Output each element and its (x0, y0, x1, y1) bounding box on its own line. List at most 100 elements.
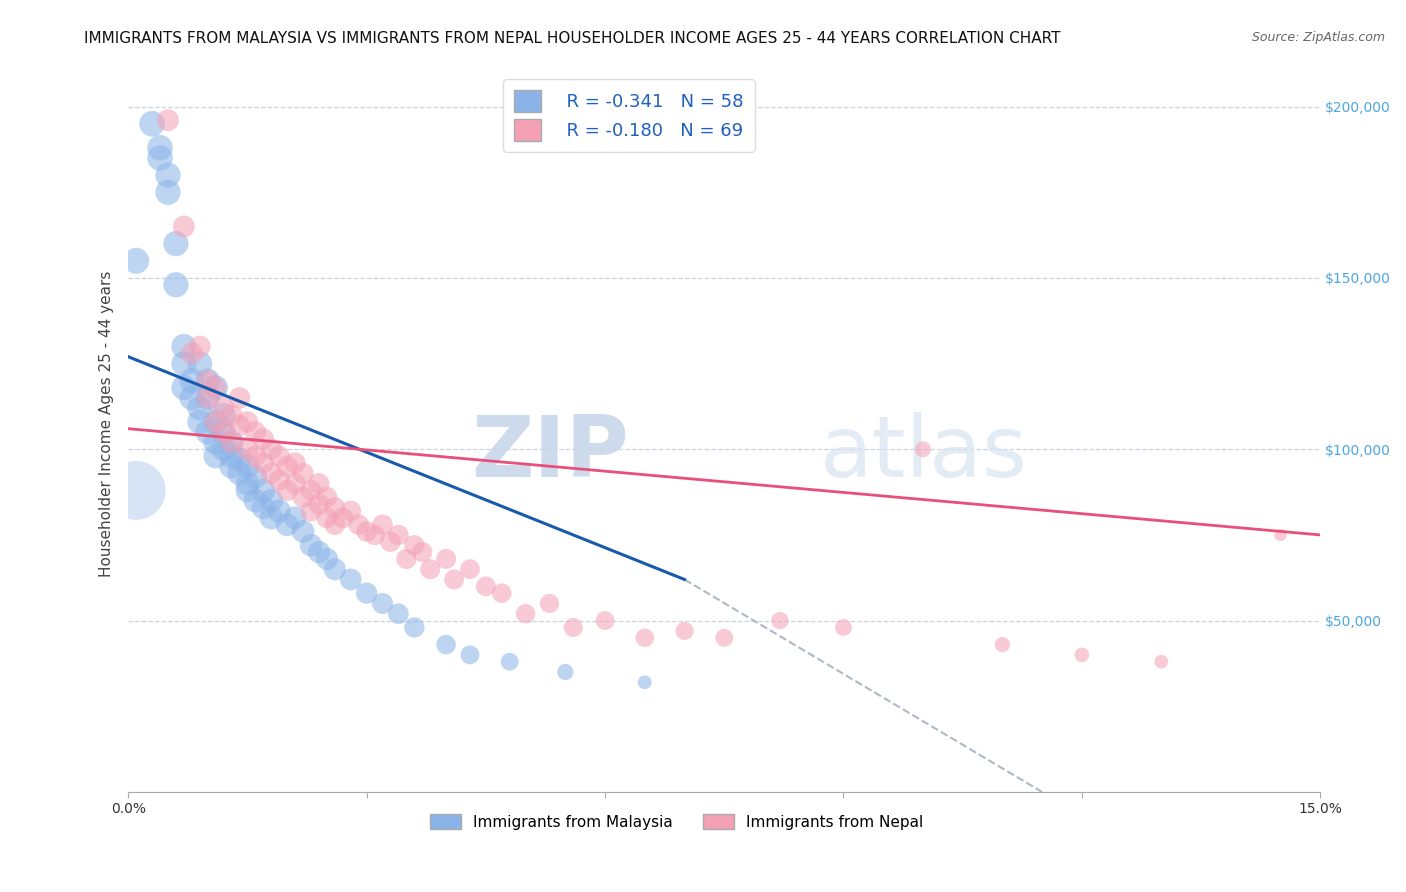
Point (125, 483, 148, 498)
Point (245, 449, 267, 463)
Point (204, 415, 226, 429)
Point (197, 374, 219, 388)
Point (713, 631, 735, 645)
Point (316, 510, 339, 524)
Point (395, 552, 418, 566)
Point (149, 141, 172, 155)
Point (292, 467, 315, 481)
Point (316, 490, 339, 504)
Point (269, 473, 291, 487)
Point (252, 456, 274, 470)
Point (212, 408, 235, 422)
Point (204, 380, 226, 394)
Point (308, 476, 330, 491)
Point (515, 607, 537, 621)
Point (236, 415, 259, 429)
Y-axis label: Householder Income Ages 25 - 44 years: Householder Income Ages 25 - 44 years (100, 270, 114, 577)
Point (491, 586, 513, 600)
Point (1270, 528, 1292, 542)
Point (356, 586, 378, 600)
Point (634, 675, 657, 690)
Point (404, 620, 426, 634)
Point (165, 236, 187, 251)
Point (228, 418, 250, 433)
Legend: Immigrants from Malaysia, Immigrants from Nepal: Immigrants from Malaysia, Immigrants fro… (425, 807, 929, 836)
Point (245, 493, 267, 508)
Point (228, 391, 250, 405)
Point (212, 425, 235, 439)
Point (156, 185, 179, 199)
Point (380, 534, 402, 549)
Text: atlas: atlas (820, 411, 1028, 494)
Point (125, 253, 148, 268)
Point (197, 425, 219, 439)
Point (332, 510, 354, 524)
Point (236, 459, 259, 474)
Point (363, 528, 385, 542)
Point (292, 524, 315, 539)
Point (554, 665, 576, 679)
Point (173, 219, 195, 234)
Point (236, 483, 259, 498)
Point (458, 562, 481, 576)
Point (165, 277, 187, 292)
Point (299, 483, 322, 498)
Point (387, 607, 409, 621)
Point (1070, 648, 1092, 662)
Point (562, 620, 585, 634)
Point (292, 490, 315, 504)
Point (197, 391, 219, 405)
Point (204, 435, 226, 450)
Point (323, 562, 346, 576)
Point (419, 562, 441, 576)
Point (411, 545, 433, 559)
Point (458, 648, 481, 662)
Point (188, 339, 211, 353)
Point (308, 545, 330, 559)
Point (991, 638, 1014, 652)
Point (260, 510, 283, 524)
Point (339, 573, 361, 587)
Point (173, 357, 195, 371)
Point (371, 517, 394, 532)
Point (180, 391, 202, 405)
Point (204, 449, 226, 463)
Point (204, 415, 226, 429)
Point (180, 374, 202, 388)
Point (221, 459, 243, 474)
Point (404, 538, 426, 552)
Point (245, 469, 267, 483)
Point (236, 476, 259, 491)
Point (252, 500, 274, 515)
Point (538, 597, 561, 611)
Point (221, 408, 243, 422)
Point (593, 614, 616, 628)
Point (347, 517, 370, 532)
Point (371, 597, 394, 611)
Point (156, 113, 179, 128)
Text: Source: ZipAtlas.com: Source: ZipAtlas.com (1251, 31, 1385, 45)
Point (221, 435, 243, 450)
Point (276, 459, 298, 474)
Point (221, 449, 243, 463)
Point (316, 552, 339, 566)
Point (173, 339, 195, 353)
Point (276, 483, 298, 498)
Point (204, 380, 226, 394)
Point (339, 504, 361, 518)
Point (323, 500, 346, 515)
Point (141, 117, 163, 131)
Point (308, 497, 330, 511)
Point (673, 624, 696, 638)
Point (149, 151, 172, 165)
Point (284, 476, 307, 491)
Point (252, 483, 274, 498)
Point (188, 401, 211, 416)
Point (188, 357, 211, 371)
Point (173, 380, 195, 394)
Point (832, 620, 855, 634)
Point (323, 517, 346, 532)
Point (356, 524, 378, 539)
Point (299, 538, 322, 552)
Text: IMMIGRANTS FROM MALAYSIA VS IMMIGRANTS FROM NEPAL HOUSEHOLDER INCOME AGES 25 - 4: IMMIGRANTS FROM MALAYSIA VS IMMIGRANTS F… (84, 31, 1062, 46)
